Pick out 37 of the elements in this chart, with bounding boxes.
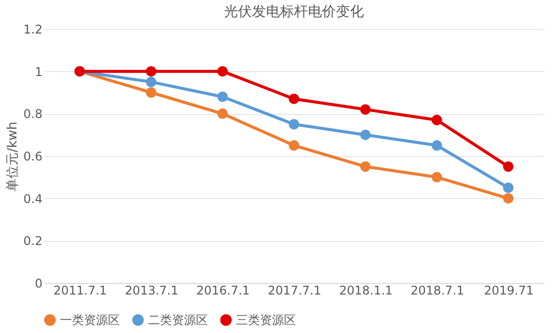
legend-label: 一类资源区 <box>60 313 120 327</box>
point <box>503 193 514 204</box>
y-tick-label: 0.8 <box>23 107 42 122</box>
y-tick-label: 0 <box>34 276 42 290</box>
x-tick-label: 2018.7.1 <box>410 284 464 298</box>
point <box>360 161 371 172</box>
x-tick-label: 2017.7.1 <box>268 284 322 298</box>
point <box>217 66 228 77</box>
x-tick-label: 2011.7.1 <box>53 284 107 298</box>
point <box>217 108 228 119</box>
point <box>288 94 300 104</box>
point <box>217 92 228 102</box>
point <box>503 161 514 172</box>
point <box>360 104 371 115</box>
point <box>432 172 442 182</box>
y-tick-label: 1.2 <box>23 22 42 36</box>
y-axis-title: 单位元/kwh <box>5 122 20 192</box>
point <box>432 140 442 151</box>
point <box>503 182 514 193</box>
chart-title: 光伏发电标杆电价变化 <box>224 4 364 20</box>
x-tick-label: 2018.1.1 <box>339 284 393 298</box>
x-tick-label: 2013.7.1 <box>124 284 178 298</box>
y-tick-label: 0.4 <box>23 192 42 206</box>
point <box>432 114 442 126</box>
y-tick-label: 0.6 <box>23 150 42 164</box>
legend-label: 二类资源区 <box>148 313 208 327</box>
x-tick-label: 2016.7.1 <box>196 284 250 298</box>
point <box>146 66 156 77</box>
point <box>360 130 371 140</box>
y-tick-label: 0.2 <box>23 234 42 248</box>
point <box>146 76 156 88</box>
point <box>288 119 300 130</box>
point <box>146 87 156 98</box>
x-tick-label: 2019.71 <box>484 284 534 298</box>
legend-label: 三类资源区 <box>236 313 296 327</box>
point <box>288 140 300 151</box>
y-tick-label: 1 <box>34 64 42 79</box>
